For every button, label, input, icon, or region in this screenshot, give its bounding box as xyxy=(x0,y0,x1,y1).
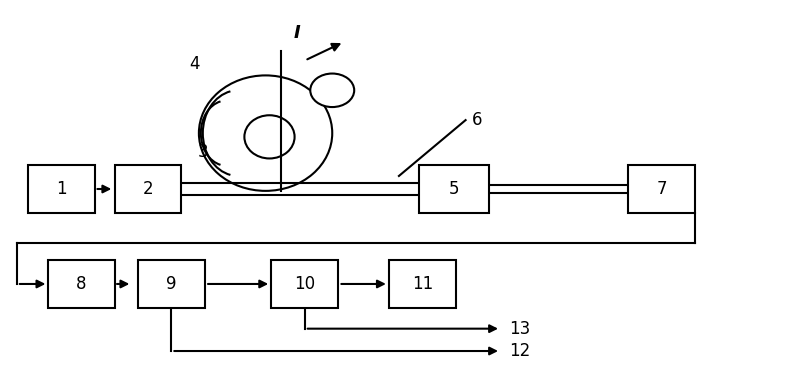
Text: 2: 2 xyxy=(142,180,153,198)
Text: 1: 1 xyxy=(56,180,67,198)
Text: 9: 9 xyxy=(166,275,177,293)
Bar xyxy=(419,165,489,213)
Text: 4: 4 xyxy=(190,55,200,73)
Text: 3: 3 xyxy=(198,143,208,161)
Text: I: I xyxy=(294,23,300,42)
Bar xyxy=(138,260,205,308)
Text: 10: 10 xyxy=(294,275,315,293)
Bar xyxy=(628,165,695,213)
Bar xyxy=(272,260,338,308)
Text: 12: 12 xyxy=(509,342,530,360)
Text: 6: 6 xyxy=(472,111,483,129)
Text: 5: 5 xyxy=(449,180,459,198)
Text: 11: 11 xyxy=(412,275,433,293)
Ellipse shape xyxy=(244,115,295,158)
Bar xyxy=(115,165,181,213)
Bar xyxy=(389,260,456,308)
Text: 8: 8 xyxy=(76,275,86,293)
Text: 7: 7 xyxy=(656,180,667,198)
Text: 13: 13 xyxy=(509,320,530,338)
Bar xyxy=(48,260,115,308)
Bar xyxy=(28,165,95,213)
Ellipse shape xyxy=(310,74,354,107)
